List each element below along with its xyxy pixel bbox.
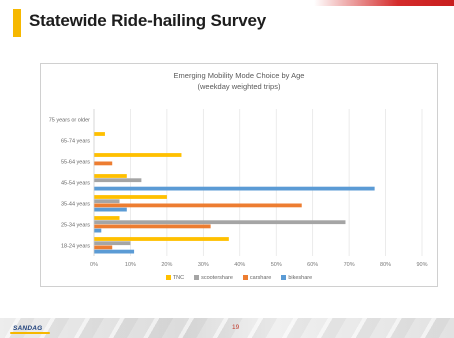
bar-scootershare-5: [94, 220, 346, 225]
bar-carshare-4: [94, 203, 302, 208]
y-category-label: 35-44 years: [61, 202, 90, 208]
bar-TNC-2: [94, 153, 182, 157]
bar-scootershare-4: [94, 199, 120, 204]
x-tick-label: 40%: [234, 262, 245, 268]
legend-label: scootershare: [201, 275, 233, 281]
x-tick-label: 60%: [307, 262, 318, 268]
bar-TNC-6: [94, 237, 229, 241]
legend-item: TNC: [165, 275, 185, 281]
legend-swatch: [281, 275, 287, 281]
legend-swatch: [165, 275, 171, 281]
x-tick-label: 20%: [161, 262, 172, 268]
x-tick-label: 80%: [380, 262, 391, 268]
legend-item: scootershare: [194, 275, 233, 281]
bar-carshare-5: [94, 224, 211, 229]
x-tick-label: 30%: [198, 262, 209, 268]
y-category-label: 75 years or older: [49, 118, 90, 124]
bar-bikeshare-3: [94, 186, 375, 191]
y-category-label: 25-34 years: [61, 223, 90, 229]
slide-title: Statewide Ride-hailing Survey: [29, 11, 266, 30]
x-tick-label: 70%: [344, 262, 355, 268]
x-tick-label: 90%: [416, 262, 427, 268]
legend-swatch: [242, 275, 248, 281]
sandag-logo: SANDAG: [13, 325, 43, 332]
bar-carshare-6: [94, 245, 113, 250]
legend-label: bikeshare: [288, 275, 313, 281]
title-accent-bar: [13, 9, 21, 37]
chart-container: Emerging Mobility Mode Choice by Age (we…: [40, 63, 438, 287]
chart-title: Emerging Mobility Mode Choice by Age: [173, 71, 305, 80]
chart-plot-area: 0% 10% 20% 30% 40% 50% 60% 70% 80% 90% 75 years or…: [49, 109, 428, 268]
bar-scootershare-3: [94, 178, 142, 183]
bar-TNC-5: [94, 216, 120, 220]
chart-legend: TNC scootershare carshare bikeshare: [41, 275, 437, 281]
x-tick-label: 10%: [125, 262, 136, 268]
legend-item: bikeshare: [281, 275, 312, 281]
logo-swoosh-icon: [10, 332, 50, 334]
legend-item: carshare: [242, 275, 272, 281]
y-category-label: 45-54 years: [61, 181, 90, 187]
page-number: 19: [232, 324, 240, 331]
bar-TNC-1: [94, 132, 105, 136]
bar-TNC-3: [94, 174, 127, 178]
x-tick-label: 50%: [271, 262, 282, 268]
top-accent-bar: [314, 0, 454, 6]
bar-bikeshare-6: [94, 249, 135, 254]
bar-carshare-2: [94, 161, 113, 166]
x-tick-label: 0%: [90, 262, 98, 268]
bar-bikeshare-4: [94, 207, 127, 212]
legend-swatch: [194, 275, 200, 281]
legend-label: TNC: [172, 275, 185, 281]
bar-bikeshare-5: [94, 228, 102, 233]
legend-label: carshare: [249, 275, 272, 281]
slide-footer: SANDAG: [0, 318, 454, 338]
y-category-label: 18-24 years: [61, 244, 90, 250]
y-category-label: 65-74 years: [61, 139, 90, 145]
y-category-label: 55-64 years: [61, 160, 90, 166]
bar-scootershare-6: [94, 241, 131, 246]
bar-TNC-4: [94, 195, 167, 199]
chart-subtitle: (weekday weighted trips): [197, 82, 281, 91]
